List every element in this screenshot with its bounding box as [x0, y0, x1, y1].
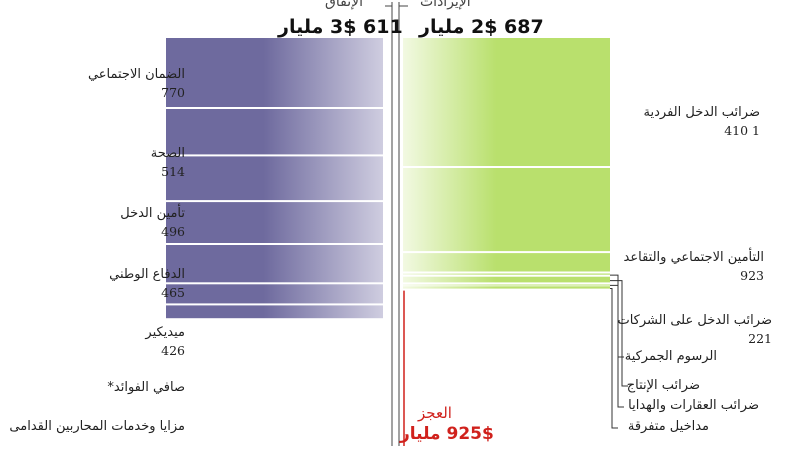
spending-label-veterans: مزايا وخدمات المحاربين القدامى: [9, 418, 185, 436]
category-name: الضمان الاجتماعي: [87, 67, 185, 82]
spending-flow-1: [166, 109, 383, 155]
category-name: ضرائب الإنتاج: [626, 378, 700, 393]
revenue-flow-2: [403, 253, 610, 272]
revenue-flow-1: [403, 168, 610, 252]
spending-label-defense: الدفاع الوطني 465: [109, 266, 185, 302]
revenue-label-social-insurance: التأمين الاجتماعي والتقاعد 923: [624, 249, 764, 285]
revenue-label-customs: الرسوم الجمركية: [625, 348, 717, 366]
revenue-flow-6: [403, 286, 610, 289]
category-name: الصحة: [150, 146, 185, 161]
revenue-flow-5: [403, 284, 610, 286]
revenue-label-corporate: ضرائب الدخل على الشركات 221: [617, 312, 772, 348]
revenue-label-estate-gift: ضرائب العقارات والهدايا: [628, 397, 759, 415]
revenue-total: 687 2$ مليار: [419, 16, 544, 38]
revenue-flow-4: [403, 276, 610, 283]
spending-flow-3: [166, 202, 383, 243]
category-name: تأمين الدخل: [120, 206, 185, 221]
revenue-label-individual-income: ضرائب الدخل الفردية 1 410: [644, 104, 760, 140]
category-value: 1 410: [724, 123, 760, 138]
category-value: 514: [161, 164, 185, 179]
deficit-amount: 925$ مليار: [400, 424, 494, 444]
revenue-leader-line-4: [610, 280, 628, 387]
revenue-leader-line-6: [610, 288, 618, 429]
category-name: الدفاع الوطني: [109, 267, 185, 282]
category-value: 426: [161, 343, 185, 358]
category-name: الرسوم الجمركية: [624, 349, 717, 364]
category-value: 496: [161, 224, 185, 239]
category-name: مداخيل متفرقة: [627, 419, 709, 434]
category-value: 770: [161, 85, 185, 100]
revenue-flow-0: [403, 38, 610, 166]
spending-label-net-interest: صافي الفوائد*: [107, 379, 185, 397]
spending-flow-4: [166, 245, 383, 283]
spending-label-social-security: الضمان الاجتماعي 770: [88, 66, 185, 102]
spending-flow-2: [166, 156, 383, 201]
revenue-flow-3: [403, 273, 610, 275]
category-name: صافي الفوائد*: [107, 380, 185, 395]
spending-flow-0: [166, 38, 383, 107]
spending-label-medicare: ميديكير 426: [145, 324, 185, 360]
spending-flow-6: [166, 305, 383, 319]
category-name: ضرائب الدخل على الشركات: [617, 313, 772, 328]
spending-flow-5: [166, 284, 383, 304]
spending-label-income-security: تأمين الدخل 496: [120, 205, 185, 241]
category-name: ضرائب الدخل الفردية: [643, 105, 760, 120]
category-value: 465: [161, 285, 185, 300]
revenue-label-excise: ضرائب الإنتاج: [627, 377, 700, 395]
spending-label-health: الصحة 514: [151, 145, 185, 181]
category-value: 221: [748, 331, 772, 346]
category-name: ضرائب العقارات والهدايا: [628, 398, 759, 413]
revenue-label: الإيرادات: [420, 0, 471, 10]
category-value: 923: [740, 268, 764, 283]
category-name: ميديكير: [145, 325, 185, 340]
category-name: التأمين الاجتماعي والتقاعد: [623, 250, 764, 265]
category-name: مزايا وخدمات المحاربين القدامى: [9, 419, 185, 434]
revenue-leader-line-5: [610, 284, 624, 408]
deficit-label: العجز: [418, 404, 452, 422]
spending-label: الإنفاق: [325, 0, 363, 10]
spending-total: 611 3$ مليار: [278, 16, 403, 38]
revenue-label-misc: مداخيل متفرقة: [628, 418, 709, 436]
